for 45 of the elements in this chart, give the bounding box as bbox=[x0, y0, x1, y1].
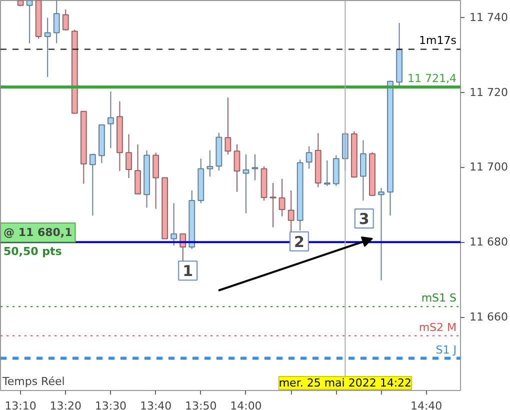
candlestick bbox=[252, 154, 258, 181]
candlestick bbox=[324, 160, 330, 186]
ref-line-label: mS1 S bbox=[421, 292, 457, 305]
annotation: 2 bbox=[294, 232, 304, 251]
candlestick bbox=[288, 190, 294, 234]
ref-line-label: mer. 25 mai 2022 14:22 bbox=[278, 376, 412, 390]
candlestick bbox=[206, 150, 214, 178]
y-tick-label: 11 700 bbox=[470, 160, 508, 174]
candlestick bbox=[62, 8, 69, 31]
annotation: Temps Réel bbox=[2, 375, 65, 388]
candlestick bbox=[26, 0, 33, 44]
candlestick bbox=[270, 182, 276, 228]
candlestick bbox=[278, 178, 286, 217]
ref-line-label: 11 721,4 bbox=[408, 72, 456, 86]
x-tick-label: 14:00 bbox=[230, 400, 262, 410]
candlestick bbox=[378, 187, 384, 281]
ref-line-label: 1m17s bbox=[419, 34, 457, 48]
candlestick bbox=[53, 0, 60, 44]
candlestick bbox=[360, 140, 366, 202]
candlestick bbox=[89, 153, 96, 216]
y-tick-label: 11 660 bbox=[470, 310, 508, 324]
candlestick bbox=[170, 202, 178, 246]
candlestick bbox=[44, 17, 51, 78]
annotation: 1 bbox=[182, 262, 194, 280]
x-tick-label: 13:40 bbox=[140, 400, 172, 410]
annotation: 50,50 pts bbox=[4, 245, 62, 258]
ref-line-label: S1 J bbox=[436, 343, 457, 356]
candlestick bbox=[224, 97, 232, 155]
annotation: @ 11 680,1 bbox=[4, 226, 72, 239]
candlestick bbox=[234, 144, 240, 192]
annotation: 3 bbox=[358, 210, 370, 228]
x-tick-label: 14:40 bbox=[410, 400, 442, 410]
ref-line-label: mS2 M bbox=[418, 320, 457, 334]
y-tick-label: 11 740 bbox=[470, 10, 508, 24]
x-tick-label: 13:50 bbox=[185, 400, 217, 410]
candlestick bbox=[306, 146, 312, 170]
x-tick-label: 13:30 bbox=[94, 400, 127, 410]
candlestick bbox=[134, 144, 141, 195]
candlestick bbox=[152, 152, 160, 210]
x-tick-label: 13:10 bbox=[4, 400, 36, 410]
candlestick bbox=[126, 134, 132, 179]
y-tick-label: 11 720 bbox=[470, 86, 508, 99]
x-tick-label: 13:20 bbox=[50, 400, 82, 410]
candlestick bbox=[108, 91, 114, 149]
y-tick-label: 11 680 bbox=[470, 236, 508, 249]
